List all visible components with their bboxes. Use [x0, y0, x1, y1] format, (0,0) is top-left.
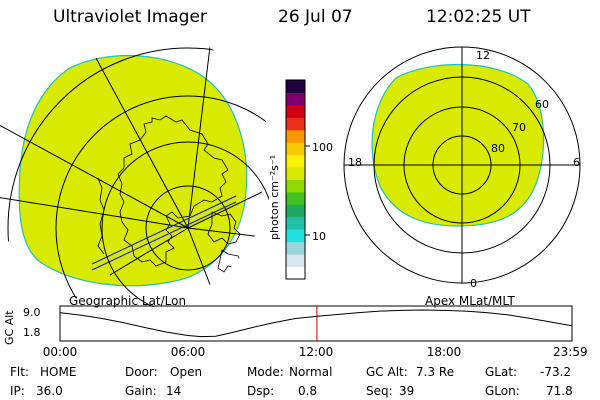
flt-value: HOME [40, 365, 77, 379]
colorbar-cell [286, 254, 305, 268]
instrument-title: Ultraviolet Imager [53, 7, 207, 27]
timeline-xtick-label: 12:00 [299, 345, 334, 359]
geo-meridian [187, 191, 263, 229]
colorbar-cell [286, 266, 305, 280]
colorbar-tick-100: 100 [312, 141, 333, 154]
colorbar-cell [286, 154, 305, 168]
timeline-ylabel: GC Alt [3, 310, 16, 345]
geo-coastline [97, 177, 105, 255]
glon-value: 71.8 [546, 384, 573, 398]
geo-meridian [109, 227, 189, 276]
ip-value: 36.0 [36, 384, 63, 398]
colorbar-cell [286, 229, 305, 243]
geographic-label: Geographic Lat/Lon [69, 294, 187, 308]
ip-label: IP: [10, 384, 25, 398]
door-value: Open [170, 365, 203, 379]
mlt-label-6: 6 [573, 156, 580, 169]
timeline-xtick-label: 06:00 [171, 345, 206, 359]
geo-lat-circle-3 [55, 95, 273, 309]
geo-meridian [187, 29, 213, 229]
colorbar-cell [286, 241, 305, 255]
door-label: Door: [125, 365, 158, 379]
seq-value: 39 [399, 384, 415, 398]
mode-value: Normal [289, 365, 333, 379]
colorbar-unit-label: photon cm⁻²s⁻¹ [268, 155, 281, 240]
gain-label: Gain: [125, 384, 157, 398]
geo-track-line [91, 201, 237, 271]
glat-value: -73.2 [540, 365, 572, 379]
altitude-curve [59, 309, 572, 338]
colorbar-cell [286, 80, 305, 93]
colorbar-cell [286, 92, 305, 106]
apex-emission-region [371, 63, 545, 227]
mlat-label-60: 60 [535, 98, 549, 111]
geo-lat-circle-4 [7, 47, 273, 309]
seq-label: Seq: [366, 384, 393, 398]
geo-lat-circle-2 [101, 141, 273, 309]
geo-coastline [117, 115, 229, 267]
gcalt-label: GC Alt: [366, 365, 408, 379]
geo-track-line [91, 195, 237, 265]
colorbar-cell [286, 216, 305, 230]
gcalt-value: 7.3 Re [416, 365, 455, 379]
colorbar-cell [286, 204, 305, 218]
timeline-ytick-max: 9.0 [23, 306, 41, 319]
colorbar-cell [286, 129, 305, 143]
timeline-xticks: 00:00 06:00 12:00 18:00 23:59 [43, 345, 588, 359]
mlt-label-0: 0 [470, 277, 477, 290]
colorbar-cell [286, 191, 305, 205]
timeline-xtick-label: 00:00 [43, 345, 78, 359]
geo-coastline [207, 211, 241, 245]
timeline-xtick-label: 18:00 [427, 345, 462, 359]
mlt-label-18: 18 [348, 156, 362, 169]
colorbar-cell [286, 142, 305, 156]
colorbar-cell [286, 117, 305, 131]
dsp-value: 0.8 [298, 384, 318, 398]
geo-lat-circle-1 [145, 185, 231, 271]
mlat-label-80: 80 [491, 142, 505, 155]
mode-label: Mode: [247, 365, 284, 379]
colorbar-cell [286, 179, 305, 193]
observation-time: 12:02:25 UT [426, 7, 531, 27]
flt-label: Flt: [10, 365, 29, 379]
glon-label: GLon: [485, 384, 520, 398]
dsp-label: Dsp: [247, 384, 275, 398]
geo-meridian [0, 195, 189, 229]
gain-value: 14 [166, 384, 182, 398]
timeline-ytick-min: 1.8 [23, 326, 41, 339]
colorbar-cell [286, 167, 305, 180]
timeline-xtick-label: 23:59 [553, 345, 588, 359]
geo-meridian [0, 119, 189, 229]
mlat-label-70: 70 [512, 121, 526, 134]
colorbar-tick-10: 10 [312, 230, 326, 243]
glat-label: GLat: [485, 365, 518, 379]
mlt-label-12: 12 [476, 49, 490, 62]
colorbar-cell [286, 104, 305, 118]
apex-label: Apex MLat/MLT [425, 294, 515, 308]
geo-meridian [95, 57, 189, 229]
observation-date: 26 Jul 07 [278, 7, 353, 27]
